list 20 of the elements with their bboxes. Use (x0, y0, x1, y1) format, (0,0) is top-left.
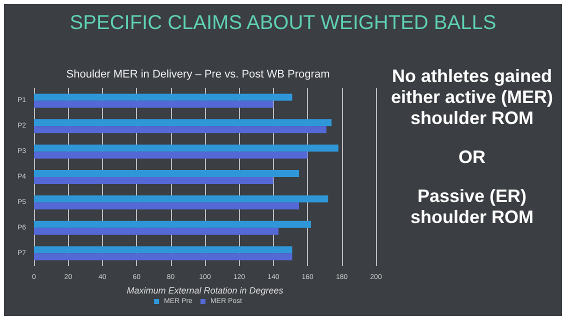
text: Passive (ER) shoulder ROM (409, 186, 534, 228)
bar (34, 220, 312, 228)
bar (34, 94, 292, 101)
chart-subtitle: Shoulder MER in Delivery – Pre vs. Post WB Program (66, 68, 330, 80)
bar (34, 119, 332, 126)
bar (34, 202, 300, 210)
text: OR (458, 147, 486, 168)
text: No athletes gained either active (MER) shoulder ROM (390, 66, 554, 129)
bar (34, 126, 326, 134)
bar (34, 177, 274, 184)
bar (34, 246, 292, 254)
bar (34, 144, 338, 152)
bar (34, 228, 279, 235)
chart-title: SPECIFIC CLAIMS ABOUT WEIGHTED BALLS (68, 12, 498, 35)
bar (34, 170, 300, 177)
bar (34, 152, 308, 159)
x-axis-title: Maximum External Rotation in Degrees (126, 285, 284, 296)
bar (34, 195, 328, 202)
bar (34, 253, 292, 260)
bar (34, 100, 274, 108)
